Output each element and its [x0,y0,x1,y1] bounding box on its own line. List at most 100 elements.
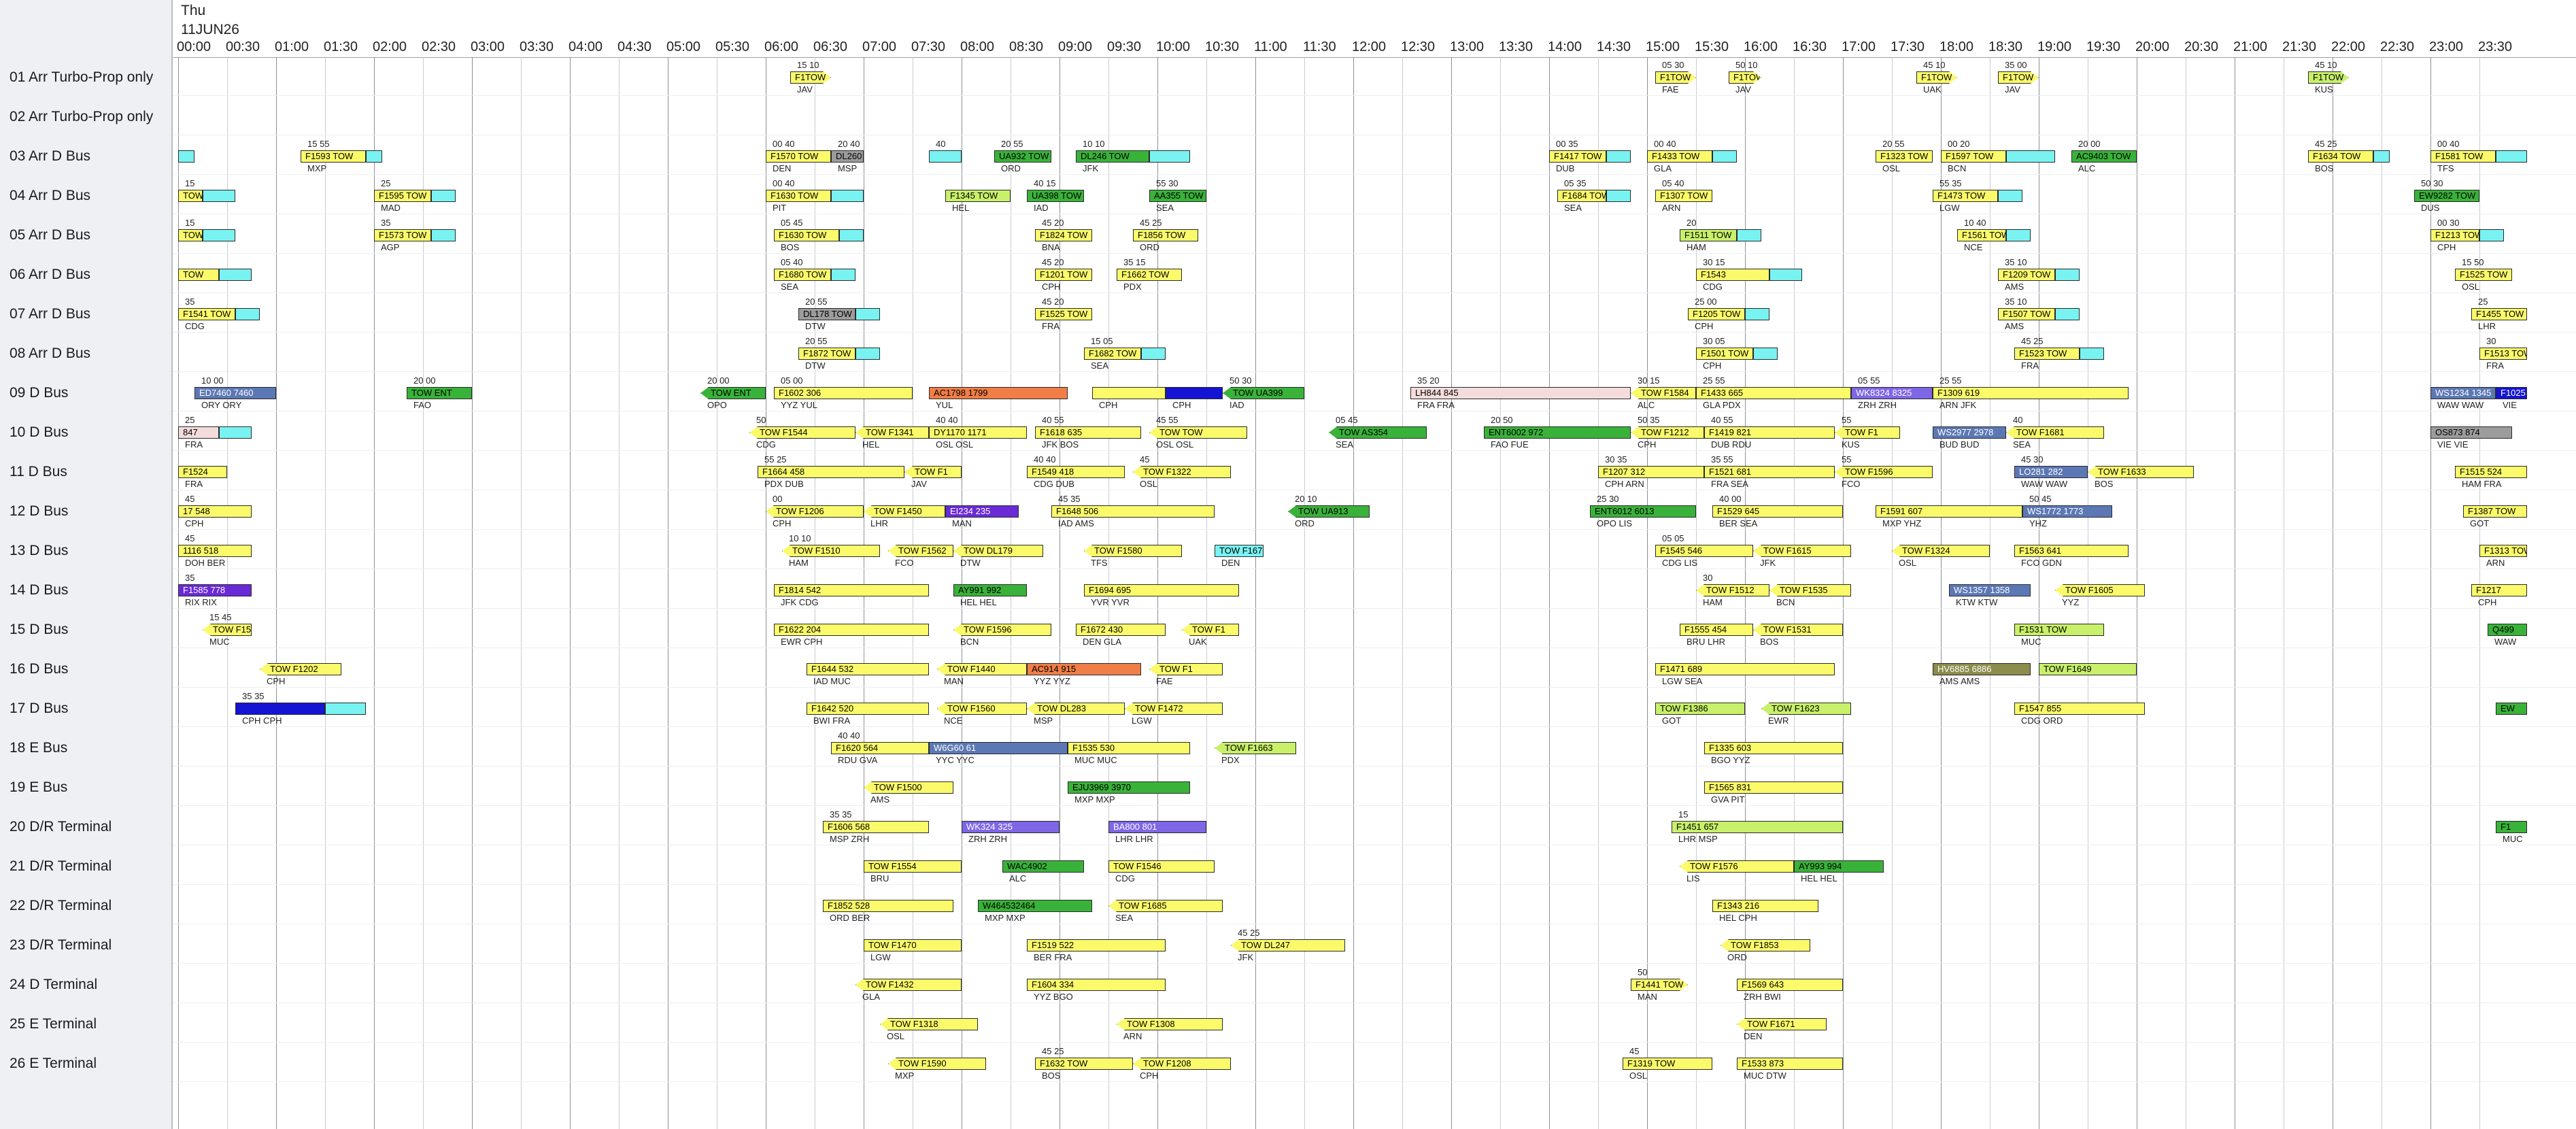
flight-bar[interactable]: F1662 TOW [1117,269,1182,281]
flight-bar[interactable]: F1455 TOW [2471,308,2527,320]
flight-bar[interactable]: TOW TOW [1149,426,1247,439]
flight-bar[interactable]: TOW F1450 [864,505,945,518]
flight-bar[interactable]: F1563 641 [2014,545,2129,557]
resource-row-label[interactable]: 24 D Terminal [10,977,98,992]
resource-row-label[interactable]: 06 Arr D Bus [10,267,91,282]
flight-bar[interactable] [1998,190,2022,202]
flight-bar[interactable]: F1630 TOW [774,229,839,241]
flight-bar[interactable]: TOW F1562 [888,545,953,557]
flight-bar[interactable]: TOW ENT [700,387,766,399]
resource-row-label[interactable]: 10 D Bus [10,424,69,440]
flight-bar[interactable]: TOW F1853 [1721,939,1810,951]
flight-bar[interactable]: F1313 TOW [2479,545,2527,557]
flight-bar[interactable]: ED7460 7460 [194,387,276,399]
flight-bar[interactable]: TOW F1341 [855,426,929,439]
flight-bar[interactable]: F1507 TOW [1998,308,2055,320]
flight-bar[interactable] [219,426,252,439]
flight-bar[interactable]: F1207 312 [1598,466,1704,478]
resource-row-label[interactable]: 14 D Bus [10,582,69,598]
flight-bar[interactable]: Q499 [2488,624,2527,636]
flight-bar[interactable]: F1TOW [2308,71,2349,84]
flight-bar[interactable]: F1642 520 [807,703,929,715]
flight-bar[interactable]: TOW F1590 [888,1058,986,1070]
resource-row-label[interactable]: 21 D/R Terminal [10,858,112,874]
flight-bar[interactable]: F1634 TOW [2308,150,2373,163]
flight-bar[interactable]: F1515 524 [2455,466,2527,478]
resource-row-label[interactable]: 03 Arr D Bus [10,148,91,164]
flight-bar[interactable]: 17 548 [178,505,252,518]
flight-bar[interactable]: WS1234 1345 [2430,387,2496,399]
flight-bar[interactable] [431,190,456,202]
flight-bar[interactable]: TOW F1440 [937,663,1027,675]
resource-row-label[interactable]: 19 E Bus [10,779,68,795]
flight-bar[interactable]: TOW [178,229,203,241]
flight-bar[interactable]: TOW F1596 [1835,466,1933,478]
flight-bar[interactable]: WS1357 1358 [1949,584,2031,596]
flight-bar[interactable] [1753,348,1778,360]
flight-bar[interactable] [178,150,194,163]
flight-bar[interactable]: EJU3969 3970 [1068,781,1190,794]
flight-bar[interactable] [839,229,864,241]
flight-bar[interactable]: F1620 564 [831,742,929,754]
flight-bar[interactable]: TOW F1 [1149,663,1223,675]
flight-bar[interactable] [203,229,235,241]
flight-bar[interactable] [219,269,252,281]
flight-bar[interactable]: F1682 TOW [1084,348,1141,360]
flight-bar[interactable] [2006,150,2055,163]
flight-bar[interactable]: F1TOW [1655,71,1696,84]
resource-row-label[interactable]: 02 Arr Turbo-Prop only [10,109,154,124]
flight-bar[interactable]: F1307 TOW [1655,190,1712,202]
resource-row-label[interactable]: 05 Arr D Bus [10,227,91,243]
resource-row-label[interactable]: 17 D Bus [10,701,69,716]
flight-bar[interactable] [1092,387,1166,399]
resource-row-label[interactable]: 07 Arr D Bus [10,306,91,322]
flight-bar[interactable]: EW [2496,703,2527,715]
flight-bar[interactable] [1606,150,1631,163]
flight-bar[interactable]: 1116 518 [178,545,252,557]
resource-row-label[interactable]: 22 D/R Terminal [10,898,112,913]
flight-bar[interactable]: AA355 TOW [1149,190,1206,202]
flight-bar[interactable] [2479,229,2504,241]
flight-bar[interactable] [1166,387,1223,399]
flight-bar[interactable]: F1525 TOW [2455,269,2512,281]
flight-bar[interactable] [203,190,235,202]
flight-bar[interactable]: WS1772 1773 [2022,505,2112,518]
flight-bar[interactable] [1745,308,1769,320]
flight-bar[interactable]: F1541 TOW [178,308,235,320]
flight-bar[interactable]: DL260 TOW [831,150,864,163]
flight-bar[interactable]: F1555 454 [1680,624,1753,636]
flight-bar[interactable]: TOW F1308 [1117,1018,1223,1030]
flight-bar[interactable]: F1561 TOW [1957,229,2006,241]
resource-row-label[interactable]: 18 E Bus [10,740,68,756]
flight-bar[interactable]: UA932 TOW [994,150,1051,163]
flight-bar[interactable]: F1872 TOW [798,348,855,360]
flight-bar[interactable]: F1684 TOW [1557,190,1606,202]
flight-bar[interactable]: F1217 [2471,584,2527,596]
flight-bar[interactable]: HV6885 6886 [1933,663,2031,675]
resource-row-label[interactable]: 16 D Bus [10,661,69,677]
flight-bar[interactable]: TOW F1 [1182,624,1239,636]
flight-bar[interactable]: F1569 643 [1737,979,1843,991]
flight-bar[interactable]: TOW F1623 [1761,703,1851,715]
flight-bar[interactable]: TOW F1560 [937,703,1027,715]
flight-bar[interactable]: TOW [178,269,219,281]
flight-bar[interactable] [1606,190,1631,202]
resource-row-label[interactable]: 26 E Terminal [10,1056,97,1071]
flight-bar[interactable]: BA800 801 [1108,821,1206,833]
flight-bar[interactable]: TOW UA399 [1223,387,1304,399]
flight-bar[interactable]: F1630 TOW [766,190,831,202]
flight-bar[interactable]: F1549 418 [1027,466,1125,478]
flight-bar[interactable]: TOW F1 [1835,426,1900,439]
flight-bar[interactable]: F1TOW [1729,71,1761,84]
flight-bar[interactable]: LO281 282 [2014,466,2088,478]
flight-bar[interactable] [2055,269,2080,281]
flight-bar[interactable]: AY991 992 [953,584,1027,596]
flight-bar[interactable]: TOW F1206 [766,505,864,518]
flight-bar[interactable]: F1622 204 [774,624,929,636]
flight-bar[interactable] [1712,150,1737,163]
flight-bar[interactable]: F1433 TOW [1647,150,1712,163]
flight-bar[interactable]: WS2977 2978 [1933,426,2006,439]
flight-bar[interactable]: F1519 522 [1027,939,1166,951]
flight-bar[interactable]: TOW F1512 [1696,584,1769,596]
flight-bar[interactable]: F1533 873 [1737,1058,1843,1070]
